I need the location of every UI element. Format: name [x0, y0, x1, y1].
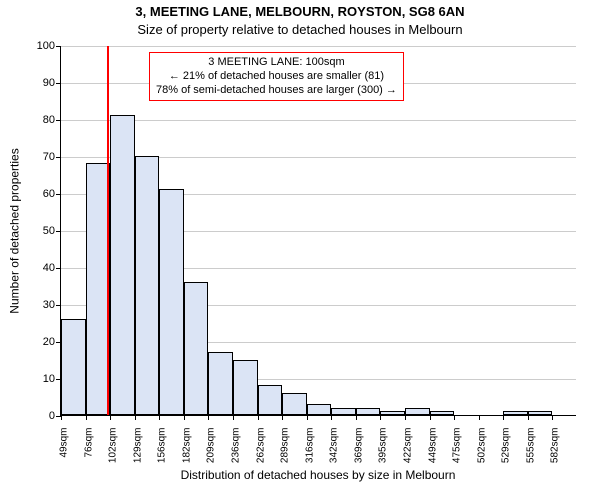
x-tick [331, 415, 332, 420]
x-tick-label: 342sqm [329, 428, 340, 472]
y-tick-label: 40 [25, 262, 55, 274]
y-tick-label: 100 [25, 40, 55, 52]
plot-area: 3 MEETING LANE: 100sqm ← 21% of detached… [60, 46, 576, 416]
histogram-bar [528, 411, 553, 415]
histogram-bar [430, 411, 455, 415]
chart-title: 3, MEETING LANE, MELBOURN, ROYSTON, SG8 … [0, 4, 600, 19]
y-tick-label: 30 [25, 299, 55, 311]
y-tick-label: 20 [25, 336, 55, 348]
x-tick [159, 415, 160, 420]
y-tick-label: 70 [25, 151, 55, 163]
x-tick [479, 415, 480, 420]
x-tick [356, 415, 357, 420]
y-tick-label: 50 [25, 225, 55, 237]
x-tick [405, 415, 406, 420]
x-tick [307, 415, 308, 420]
y-tick [56, 120, 61, 121]
histogram-bar [331, 408, 356, 415]
x-tick [503, 415, 504, 420]
x-tick-label: 129sqm [132, 428, 143, 472]
x-tick-label: 369sqm [353, 428, 364, 472]
y-tick-label: 60 [25, 188, 55, 200]
y-tick [56, 157, 61, 158]
x-tick [110, 415, 111, 420]
x-tick-label: 289sqm [280, 428, 291, 472]
histogram-bar [307, 404, 332, 415]
histogram-bar [258, 385, 283, 415]
x-tick [528, 415, 529, 420]
y-tick [56, 83, 61, 84]
y-axis-label: Number of detached properties [8, 46, 22, 416]
x-tick-label: 49sqm [59, 428, 70, 472]
histogram-bar [110, 115, 135, 415]
y-tick [56, 194, 61, 195]
x-tick-label: 475sqm [452, 428, 463, 472]
y-tick [56, 305, 61, 306]
y-tick [56, 231, 61, 232]
y-tick-label: 10 [25, 373, 55, 385]
x-tick-label: 449sqm [427, 428, 438, 472]
histogram-bar [380, 411, 405, 415]
gridline [61, 46, 576, 47]
histogram-bar [159, 189, 184, 415]
x-tick-label: 182sqm [181, 428, 192, 472]
x-tick-label: 76sqm [83, 428, 94, 472]
x-tick [552, 415, 553, 420]
y-tick-label: 90 [25, 77, 55, 89]
x-tick [208, 415, 209, 420]
histogram-bar [503, 411, 528, 415]
histogram-bar [135, 156, 160, 415]
x-tick-label: 102sqm [108, 428, 119, 472]
annotation-line-3: 78% of semi-detached houses are larger (… [156, 84, 397, 98]
x-tick-label: 582sqm [550, 428, 561, 472]
gridline [61, 120, 576, 121]
x-tick [258, 415, 259, 420]
x-tick-label: 395sqm [378, 428, 389, 472]
x-tick-label: 422sqm [403, 428, 414, 472]
x-tick-label: 209sqm [206, 428, 217, 472]
y-tick [56, 46, 61, 47]
x-tick [430, 415, 431, 420]
histogram-bar [405, 408, 430, 415]
histogram-bar [61, 319, 86, 415]
x-tick-label: 316sqm [304, 428, 315, 472]
x-tick [282, 415, 283, 420]
x-tick [61, 415, 62, 420]
histogram-bar [208, 352, 233, 415]
y-tick [56, 268, 61, 269]
x-tick [380, 415, 381, 420]
marker-line [107, 46, 109, 415]
y-tick-label: 80 [25, 114, 55, 126]
x-tick [233, 415, 234, 420]
histogram-bar [356, 408, 381, 415]
x-tick-label: 262sqm [255, 428, 266, 472]
chart-subtitle: Size of property relative to detached ho… [0, 22, 600, 37]
histogram-bar [233, 360, 258, 416]
histogram-bar [184, 282, 209, 415]
x-tick-label: 236sqm [231, 428, 242, 472]
x-tick [86, 415, 87, 420]
x-tick [184, 415, 185, 420]
x-tick-label: 555sqm [525, 428, 536, 472]
annotation-line-1: 3 MEETING LANE: 100sqm [156, 56, 397, 70]
histogram-bar [282, 393, 307, 415]
chart-container: 3, MEETING LANE, MELBOURN, ROYSTON, SG8 … [0, 0, 600, 500]
annotation-line-2: ← 21% of detached houses are smaller (81… [156, 70, 397, 84]
x-tick [135, 415, 136, 420]
x-tick-label: 502sqm [476, 428, 487, 472]
x-tick-label: 156sqm [157, 428, 168, 472]
x-tick-label: 529sqm [501, 428, 512, 472]
y-tick-label: 0 [25, 410, 55, 422]
x-tick [454, 415, 455, 420]
annotation-box: 3 MEETING LANE: 100sqm ← 21% of detached… [149, 52, 404, 101]
